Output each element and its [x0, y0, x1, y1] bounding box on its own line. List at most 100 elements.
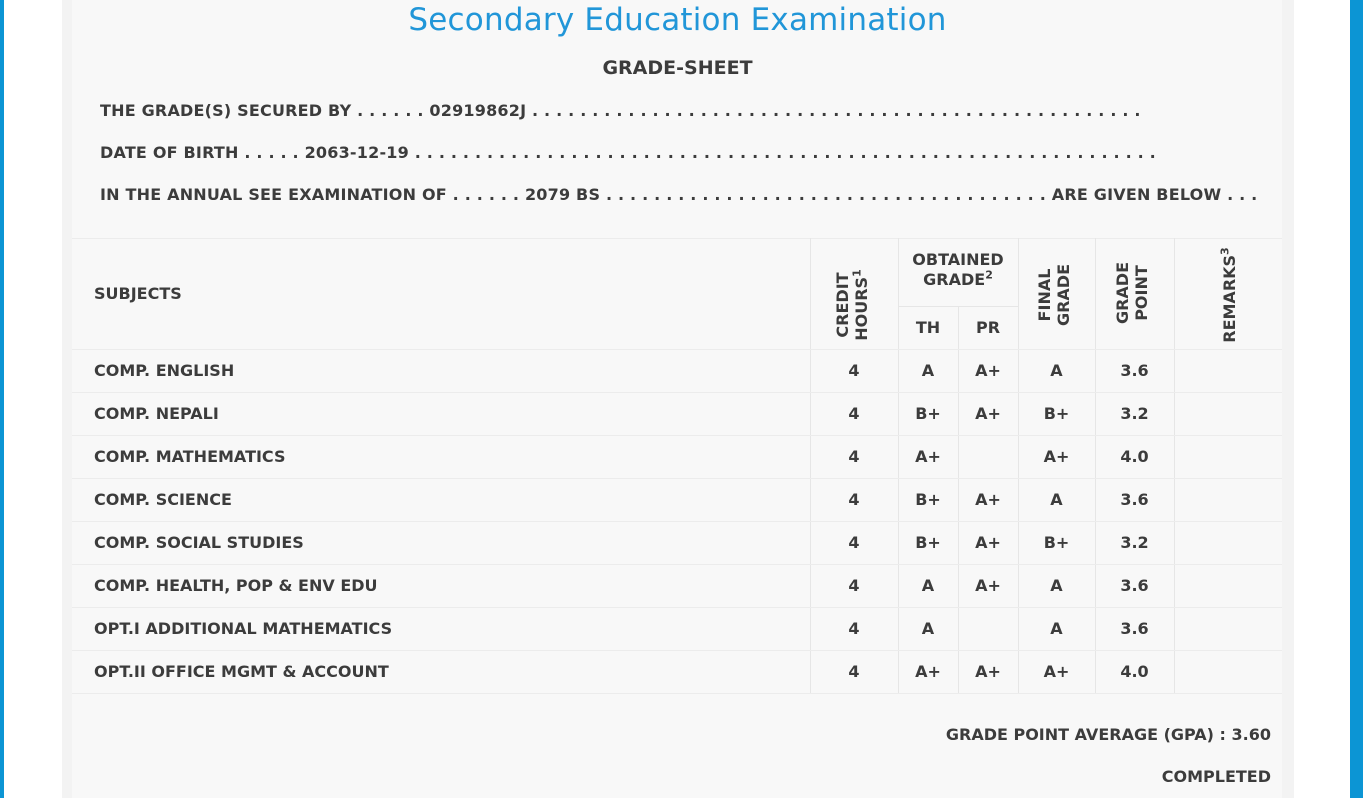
cell-final-grade: B+ [1043, 404, 1070, 423]
cell-subject: COMP. MATHEMATICS [94, 447, 286, 466]
cell-grade-point: 3.2 [1120, 404, 1149, 423]
cell-remarks [1174, 565, 1282, 607]
header-final-line1: FINAL [1035, 268, 1054, 322]
cell-final-grade: A [1050, 576, 1063, 595]
cell-subject: COMP. HEALTH, POP & ENV EDU [94, 576, 378, 595]
result-status: COMPLETED [1161, 767, 1271, 786]
cell-grade-th: A+ [915, 447, 941, 466]
cell-subject: COMP. ENGLISH [94, 361, 235, 380]
cell-grade-th: B+ [915, 404, 941, 423]
info-examination: IN THE ANNUAL SEE EXAMINATION OF . . . .… [100, 185, 1258, 204]
cell-credit-hours: 4 [848, 361, 860, 380]
page-frame-right [1350, 0, 1363, 798]
cell-subject: COMP. SOCIAL STUDIES [94, 533, 304, 552]
cell-subject: COMP. SCIENCE [94, 490, 232, 509]
header-obtained-line2: GRADE [923, 270, 986, 289]
cell-credit-hours: 4 [848, 447, 860, 466]
row-divider [72, 650, 1282, 651]
cell-subject: OPT.II OFFICE MGMT & ACCOUNT [94, 662, 389, 681]
cell-grade-th: A [921, 576, 935, 595]
header-remarks-sup: 3 [1218, 247, 1232, 255]
cell-credit-hours: 4 [848, 576, 860, 595]
col-sep-pr [958, 306, 959, 694]
header-remarks: REMARKS3 [1218, 230, 1242, 360]
cell-credit-hours: 4 [848, 490, 860, 509]
header-gp-line2: POINT [1132, 265, 1152, 321]
cell-grade-point: 4.0 [1120, 662, 1149, 681]
row-divider [72, 607, 1282, 608]
cell-grade-th: A+ [915, 662, 941, 681]
col-sep-gp [1095, 238, 1096, 694]
row-divider [72, 521, 1282, 522]
header-grade-point: GRADE POINT [1113, 233, 1155, 353]
page-frame-left [0, 0, 4, 798]
header-obtained-grade: OBTAINED GRADE2 [898, 250, 1018, 290]
table-row: COMP. SCIENCE 4 B+ A+ A 3.6 [72, 479, 1282, 522]
cell-grade-th: B+ [915, 490, 941, 509]
table-row: COMP. NEPALI 4 B+ A+ B+ 3.2 [72, 393, 1282, 436]
header-bottom-border [72, 349, 1282, 350]
row-divider [72, 478, 1282, 479]
cell-final-grade: A [1050, 619, 1063, 638]
cell-remarks [1174, 522, 1282, 564]
cell-grade-point: 3.6 [1120, 576, 1149, 595]
info-secured-by: THE GRADE(S) SECURED BY . . . . . . 0291… [100, 101, 1141, 120]
cell-subject: COMP. NEPALI [94, 404, 219, 423]
header-credit-hours: CREDIT HOURS1 [833, 245, 875, 365]
table-row: COMP. HEALTH, POP & ENV EDU 4 A A+ A 3.6 [72, 565, 1282, 608]
info-date-of-birth: DATE OF BIRTH . . . . . 2063-12-19 . . .… [100, 143, 1156, 162]
cell-remarks [1174, 479, 1282, 521]
header-gp-line1: GRADE [1113, 261, 1132, 325]
cell-final-grade: A [1050, 361, 1063, 380]
header-credit-line1: CREDIT [833, 272, 852, 338]
cell-grade-pr: A+ [975, 361, 1001, 380]
header-credit-sup: 1 [850, 269, 864, 277]
cell-remarks [1174, 393, 1282, 435]
cell-credit-hours: 4 [848, 404, 860, 423]
cell-grade-pr: A+ [975, 490, 1001, 509]
cell-grade-point: 3.6 [1120, 361, 1149, 380]
header-final-line2: GRADE [1054, 263, 1074, 327]
col-sep-th [898, 238, 899, 694]
cell-grade-pr: A+ [975, 404, 1001, 423]
row-divider [72, 435, 1282, 436]
grade-sheet [72, 0, 1282, 798]
cell-grade-th: A [921, 361, 935, 380]
cell-credit-hours: 4 [848, 662, 860, 681]
row-divider [72, 392, 1282, 393]
header-credit-line2: HOURS [852, 276, 872, 341]
cell-grade-th: B+ [915, 533, 941, 552]
cell-grade-point: 3.6 [1120, 490, 1149, 509]
cell-grade-pr: A+ [975, 533, 1001, 552]
cell-grade-th: A [921, 619, 935, 638]
table-row: OPT.II OFFICE MGMT & ACCOUNT 4 A+ A+ A+ 4.0 [72, 651, 1282, 694]
table-row: COMP. MATHEMATICS 4 A+ A+ 4.0 [72, 436, 1282, 479]
cell-credit-hours: 4 [848, 619, 860, 638]
cell-final-grade: B+ [1043, 533, 1070, 552]
header-th: TH [915, 318, 941, 337]
cell-final-grade: A+ [1043, 662, 1070, 681]
table-row: COMP. SOCIAL STUDIES 4 B+ A+ B+ 3.2 [72, 522, 1282, 565]
cell-remarks [1174, 651, 1282, 693]
cell-grade-point: 3.6 [1120, 619, 1149, 638]
table-row: COMP. ENGLISH 4 A A+ A 3.6 [72, 350, 1282, 393]
page-title: Secondary Education Examination [408, 2, 947, 38]
gpa-summary: GRADE POINT AVERAGE (GPA) : 3.60 [945, 725, 1271, 744]
cell-credit-hours: 4 [848, 533, 860, 552]
cell-remarks [1174, 436, 1282, 478]
sheet-subtitle: GRADE-SHEET [602, 57, 753, 79]
cell-remarks [1174, 350, 1282, 392]
cell-grade-point: 3.2 [1120, 533, 1149, 552]
header-subjects: SUBJECTS [94, 284, 182, 303]
col-sep-final [1018, 238, 1019, 694]
col-sep-remarks [1174, 238, 1175, 694]
header-final-grade: FINAL GRADE [1035, 235, 1077, 355]
cell-grade-pr [958, 436, 1018, 478]
cell-grade-point: 4.0 [1120, 447, 1149, 466]
table-row: OPT.I ADDITIONAL MATHEMATICS 4 A A 3.6 [72, 608, 1282, 651]
cell-subject: OPT.I ADDITIONAL MATHEMATICS [94, 619, 393, 638]
cell-final-grade: A [1050, 490, 1063, 509]
header-obtained-line1: OBTAINED [912, 250, 1004, 269]
cell-grade-pr: A+ [975, 576, 1001, 595]
header-pr: PR [975, 318, 1001, 337]
